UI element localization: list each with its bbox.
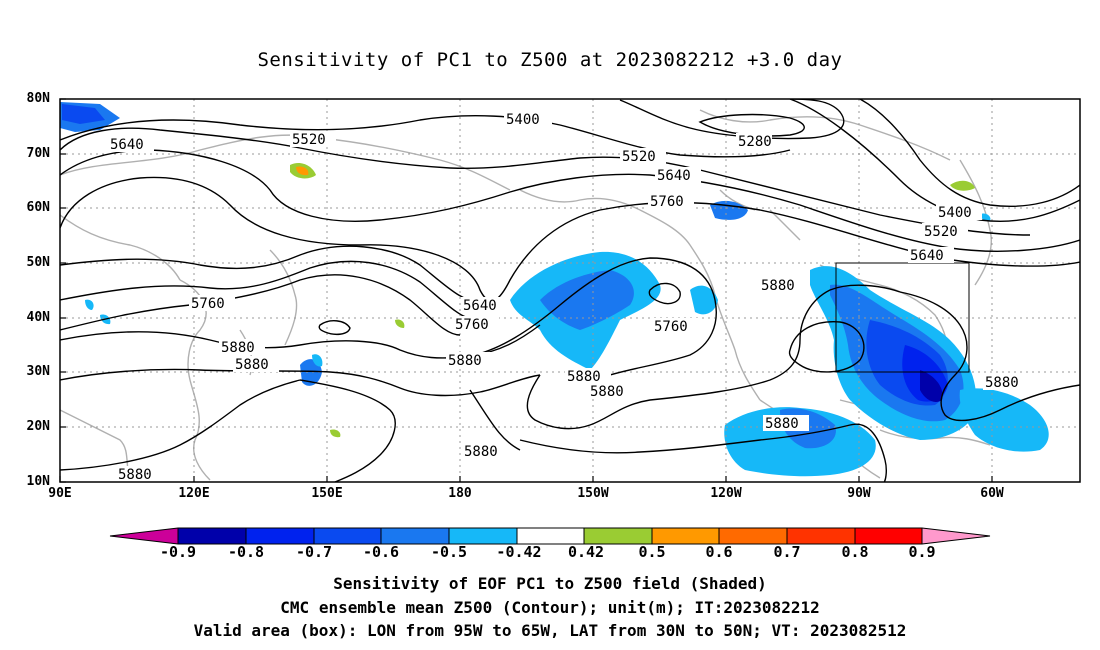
caption-valid-area: Valid area (box): LON from 95W to 65W, L…	[193, 621, 907, 640]
colorbar-label: 0.6	[705, 543, 733, 561]
contour-label: 5640	[657, 168, 691, 184]
lon-label: 150W	[577, 486, 609, 501]
colorbar-label: 0.9	[908, 543, 936, 561]
valid-area-box	[835, 262, 970, 373]
contour-label: 5880	[765, 416, 799, 432]
lat-label: 40N	[26, 310, 50, 325]
contour-label: 5880	[221, 340, 255, 356]
contour-label: 5880	[567, 369, 601, 385]
contour-label: 5760	[455, 317, 489, 333]
contour-label: 5640	[110, 137, 144, 153]
contour-label: 5520	[924, 224, 958, 240]
lon-label: 120E	[178, 486, 210, 501]
lon-label: 90W	[847, 486, 871, 501]
colorbar-label: -0.8	[227, 543, 265, 561]
contour-label: 5880	[448, 353, 482, 369]
contour-label: 5880	[590, 384, 624, 400]
lon-label: 180	[448, 486, 472, 501]
contour-label: 5280	[738, 134, 772, 150]
contour-label: 5880	[235, 357, 269, 373]
contour-label: 5760	[650, 194, 684, 210]
colorbar-label: 0.7	[773, 543, 801, 561]
colorbar	[109, 527, 991, 545]
lat-label: 20N	[26, 419, 50, 434]
lat-label: 10N	[26, 474, 50, 489]
lat-label: 60N	[26, 200, 50, 215]
lon-label: 90E	[48, 486, 72, 501]
colorbar-low-arrow	[110, 528, 178, 544]
axis-ticks	[59, 98, 993, 483]
lat-label: 30N	[26, 364, 50, 379]
contour-label: 5400	[506, 112, 540, 128]
contour-label: 5520	[622, 149, 656, 165]
lon-label: 60W	[980, 486, 1004, 501]
colorbar-label: -0.6	[362, 543, 400, 561]
map-title: Sensitivity of PC1 to Z500 at 2023082212…	[257, 49, 843, 71]
lon-label: 120W	[710, 486, 742, 501]
colorbar-label: 0.5	[638, 543, 666, 561]
lat-label: 50N	[26, 255, 50, 270]
colorbar-high-arrow	[922, 528, 990, 544]
colorbar-label: -0.9	[159, 543, 197, 561]
lon-label: 150E	[311, 486, 343, 501]
gridlines	[60, 99, 1080, 482]
contour-label: 5520	[292, 132, 326, 148]
colorbar-label: -0.5	[430, 543, 468, 561]
contour-label: 5640	[910, 248, 944, 264]
caption-contour: CMC ensemble mean Z500 (Contour); unit(m…	[280, 598, 820, 617]
contour-labels: 5400 5280 5520 5640 5520 5640 5760 5400 …	[108, 111, 1029, 483]
contour-label: 5760	[654, 319, 688, 335]
plot-frame	[59, 98, 1081, 483]
contour-label: 5880	[985, 375, 1019, 391]
lat-label: 80N	[26, 91, 50, 106]
colorbar-label: -0.7	[295, 543, 333, 561]
contour-label: 5760	[191, 296, 225, 312]
shaded-sensitivity	[60, 102, 1049, 477]
colorbar-label: 0.8	[841, 543, 869, 561]
colorbar-label: 0.42	[567, 543, 605, 561]
contour-label: 5640	[463, 298, 497, 314]
contour-label: 5880	[118, 467, 152, 483]
contour-label: 5880	[464, 444, 498, 460]
contour-label: 5400	[938, 205, 972, 221]
caption-shaded: Sensitivity of EOF PC1 to Z500 field (Sh…	[333, 574, 767, 593]
colorbar-label: -0.42	[496, 543, 542, 561]
contour-label: 5880	[761, 278, 795, 294]
lat-label: 70N	[26, 146, 50, 161]
z500-contours	[60, 99, 1080, 482]
